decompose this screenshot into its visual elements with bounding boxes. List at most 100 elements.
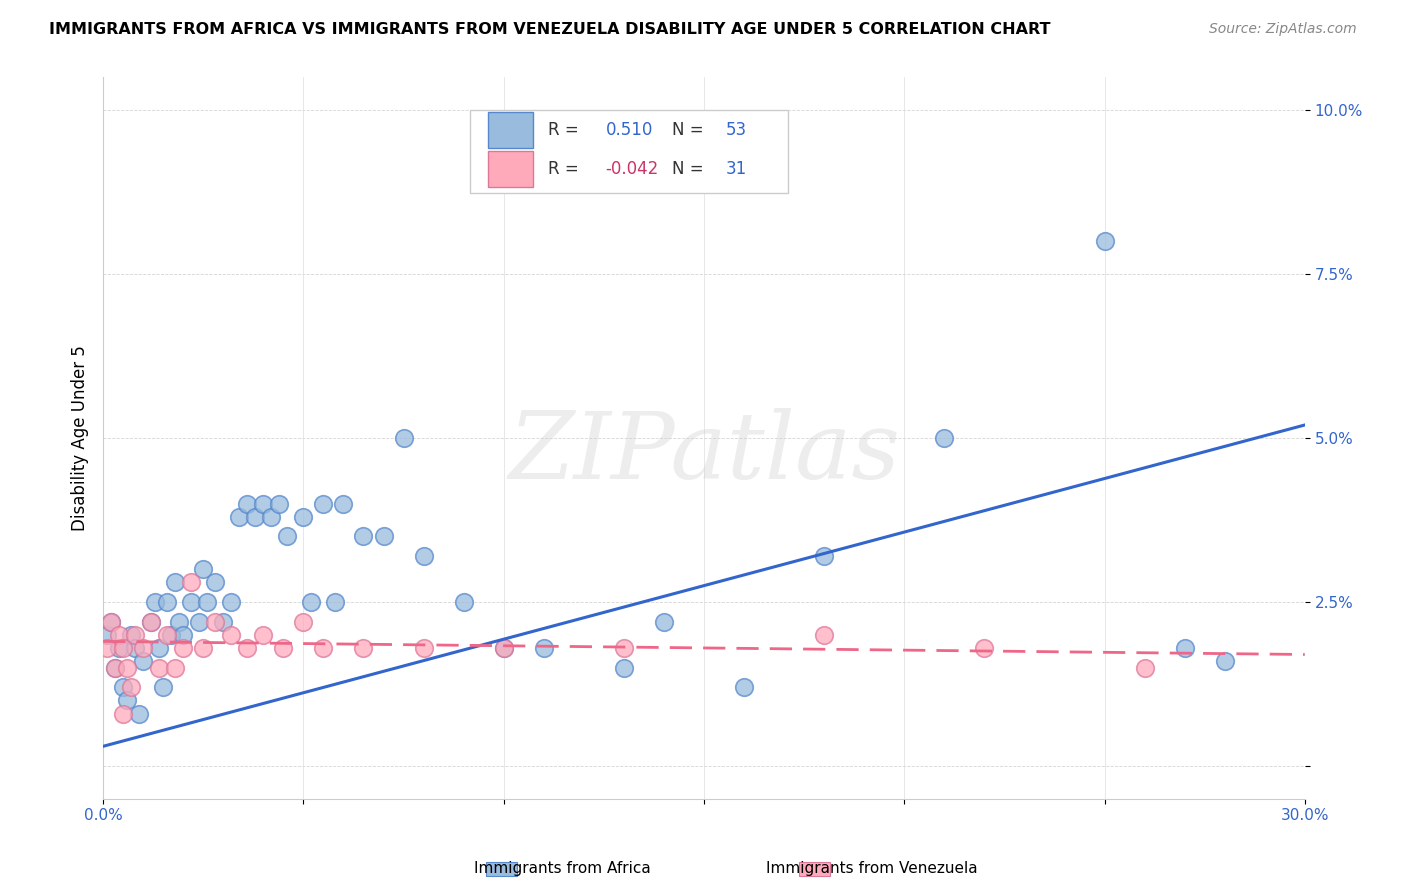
Point — [100, 615, 122, 629]
Point — [332, 497, 354, 511]
Point — [165, 660, 187, 674]
Point — [492, 640, 515, 655]
Point — [392, 431, 415, 445]
Point — [973, 640, 995, 655]
Point — [934, 431, 956, 445]
Point — [221, 595, 243, 609]
Point — [148, 640, 170, 655]
Text: R =: R = — [548, 121, 583, 139]
Point — [104, 660, 127, 674]
Point — [167, 615, 190, 629]
Point — [325, 595, 347, 609]
Point — [172, 640, 194, 655]
Point — [1213, 654, 1236, 668]
Point — [193, 640, 215, 655]
Point — [188, 615, 211, 629]
Point — [143, 595, 166, 609]
Point — [492, 640, 515, 655]
Point — [1133, 660, 1156, 674]
Point — [269, 497, 291, 511]
Point — [292, 615, 315, 629]
Point — [813, 628, 835, 642]
Point — [221, 628, 243, 642]
Point — [260, 509, 283, 524]
Point — [453, 595, 475, 609]
Point — [180, 595, 202, 609]
Point — [104, 660, 127, 674]
Point — [733, 680, 755, 694]
Text: 53: 53 — [725, 121, 747, 139]
Point — [228, 509, 250, 524]
Point — [141, 615, 163, 629]
Point — [132, 654, 155, 668]
Point — [292, 509, 315, 524]
Text: N =: N = — [672, 160, 709, 178]
Point — [124, 628, 146, 642]
Point — [112, 680, 135, 694]
Point — [312, 640, 335, 655]
Point — [204, 615, 226, 629]
Point — [204, 575, 226, 590]
Point — [112, 640, 135, 655]
Point — [132, 640, 155, 655]
Point — [165, 575, 187, 590]
Point — [112, 706, 135, 721]
Point — [373, 529, 395, 543]
Point — [160, 628, 183, 642]
Point — [1174, 640, 1197, 655]
Point — [128, 706, 150, 721]
FancyBboxPatch shape — [488, 112, 533, 148]
Point — [252, 497, 274, 511]
Point — [180, 575, 202, 590]
Point — [115, 660, 138, 674]
Point — [312, 497, 335, 511]
FancyBboxPatch shape — [488, 151, 533, 187]
Text: R =: R = — [548, 160, 583, 178]
Text: Immigrants from Africa: Immigrants from Africa — [474, 862, 651, 876]
Point — [100, 615, 122, 629]
Text: Immigrants from Venezuela: Immigrants from Venezuela — [766, 862, 977, 876]
Point — [353, 640, 375, 655]
Point — [652, 615, 675, 629]
Point — [299, 595, 322, 609]
Point — [193, 562, 215, 576]
Point — [273, 640, 295, 655]
Point — [212, 615, 235, 629]
Text: IMMIGRANTS FROM AFRICA VS IMMIGRANTS FROM VENEZUELA DISABILITY AGE UNDER 5 CORRE: IMMIGRANTS FROM AFRICA VS IMMIGRANTS FRO… — [49, 22, 1050, 37]
Text: -0.042: -0.042 — [606, 160, 658, 178]
Point — [412, 640, 434, 655]
Bar — [799, 862, 830, 876]
Point — [96, 628, 118, 642]
Text: 0.510: 0.510 — [606, 121, 652, 139]
Point — [236, 497, 259, 511]
FancyBboxPatch shape — [470, 110, 789, 193]
Point — [353, 529, 375, 543]
Point — [96, 640, 118, 655]
Point — [108, 640, 131, 655]
Point — [172, 628, 194, 642]
Y-axis label: Disability Age Under 5: Disability Age Under 5 — [72, 345, 89, 531]
Text: ZIPatlas: ZIPatlas — [508, 408, 900, 498]
Point — [148, 660, 170, 674]
Point — [108, 628, 131, 642]
Point — [533, 640, 555, 655]
Point — [613, 660, 636, 674]
Point — [156, 595, 179, 609]
Point — [276, 529, 298, 543]
Point — [156, 628, 179, 642]
Point — [245, 509, 267, 524]
Point — [120, 628, 142, 642]
Point — [120, 680, 142, 694]
Point — [141, 615, 163, 629]
Point — [124, 640, 146, 655]
Point — [1094, 235, 1116, 249]
Point — [236, 640, 259, 655]
Point — [613, 640, 636, 655]
Text: 31: 31 — [725, 160, 747, 178]
Text: N =: N = — [672, 121, 709, 139]
Point — [115, 693, 138, 707]
Point — [195, 595, 218, 609]
Text: Source: ZipAtlas.com: Source: ZipAtlas.com — [1209, 22, 1357, 37]
Point — [813, 549, 835, 563]
Point — [412, 549, 434, 563]
